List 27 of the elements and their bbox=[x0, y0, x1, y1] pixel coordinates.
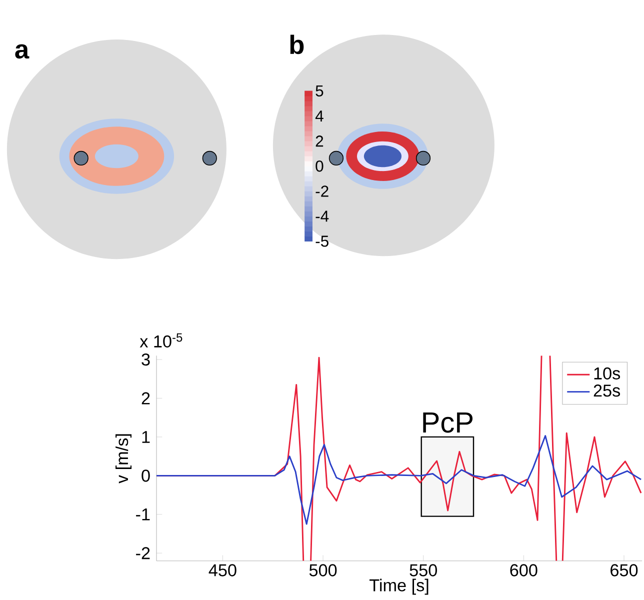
x-tick-label: 500 bbox=[309, 564, 337, 576]
y-tick-label: 1 bbox=[142, 430, 150, 443]
line-series bbox=[156, 434, 642, 525]
text: -4 bbox=[316, 210, 329, 222]
x-tick-label: 450 bbox=[208, 564, 236, 576]
x-tick-label: 550 bbox=[410, 564, 437, 576]
annotation: PcP bbox=[423, 412, 473, 433]
text: -2 bbox=[316, 185, 328, 196]
legend-label: 25s bbox=[594, 384, 620, 396]
y-tick-label: 0 bbox=[142, 469, 150, 482]
y-tick-label: -2 bbox=[136, 546, 150, 559]
x-tick-label: 600 bbox=[510, 564, 538, 576]
x-axis-title: Time [s] bbox=[370, 578, 428, 595]
y-tick-label: 2 bbox=[142, 392, 150, 404]
y-axis-title: v [m/s] bbox=[116, 434, 132, 484]
text: -5 bbox=[316, 236, 328, 247]
legend-label: 10s bbox=[594, 367, 620, 380]
x-tick-label: 650 bbox=[610, 564, 638, 576]
text: 4 bbox=[315, 110, 324, 122]
text: a bbox=[15, 44, 30, 58]
text: 5 bbox=[316, 85, 324, 96]
y-tick-label: 3 bbox=[142, 353, 150, 366]
y-tick-label: -1 bbox=[136, 508, 150, 520]
text: x 10$^{-5}$ bbox=[140, 333, 182, 348]
text: b bbox=[290, 34, 304, 54]
text: 0 bbox=[316, 160, 324, 172]
text: 2 bbox=[316, 135, 324, 146]
